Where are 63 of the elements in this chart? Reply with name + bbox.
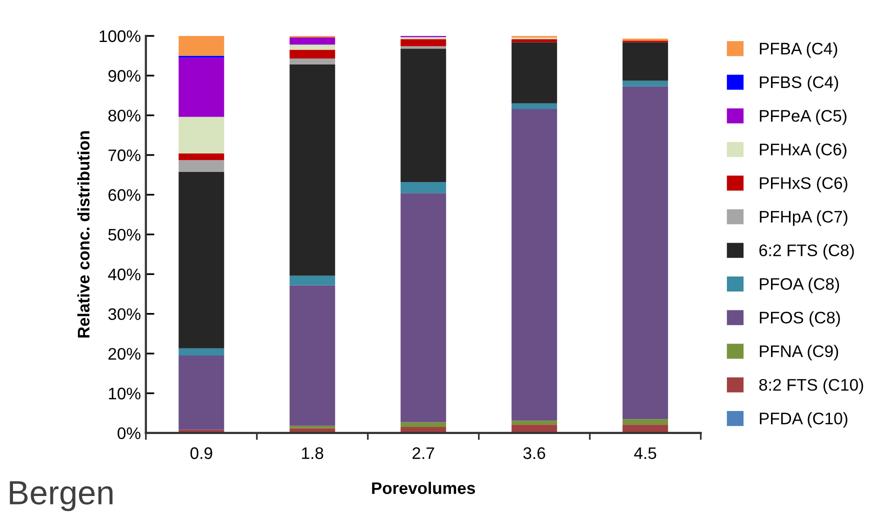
legend-label: PFOS (C8) <box>760 311 840 327</box>
bar <box>290 44 336 50</box>
y-axis-title: Relative conc. distribution <box>77 131 90 338</box>
bar <box>290 276 336 286</box>
y-tick-label: 70% <box>108 149 140 162</box>
bar <box>622 86 668 420</box>
bar <box>400 193 446 422</box>
bar <box>290 50 336 59</box>
text: Bergen <box>10 481 112 512</box>
y-tick-label: 20% <box>108 348 140 360</box>
y-tick-label: 40% <box>108 268 140 280</box>
bar <box>512 420 558 425</box>
legend-label: 8:2 FTS (C10) <box>759 378 864 394</box>
x-tick-label: 2.7 <box>412 447 434 459</box>
bar <box>178 36 224 56</box>
y-tick-label: 90% <box>108 70 140 82</box>
y-tick-label: 50% <box>108 228 140 241</box>
x-tick-label: 1.8 <box>302 447 324 460</box>
bar <box>512 39 558 42</box>
bar <box>512 42 558 104</box>
legend-label: PFBS (C4) <box>760 76 838 92</box>
bar <box>178 116 224 154</box>
bar <box>512 424 558 433</box>
bar <box>290 58 336 64</box>
x-tick-label: 0.9 <box>190 447 212 460</box>
bar <box>290 64 336 276</box>
y-tick-label: 0% <box>118 427 140 440</box>
bar <box>622 424 668 433</box>
y-tick-label: 100% <box>100 30 140 42</box>
bar <box>400 39 446 46</box>
legend-label: PFNA (C9) <box>760 344 838 360</box>
bar <box>178 172 224 348</box>
bar <box>178 58 224 117</box>
legend-label: PFDA (C10) <box>760 412 848 428</box>
legend-label: PFHpA (C7) <box>760 210 848 226</box>
legend-label: PFOA (C8) <box>760 278 840 294</box>
y-tick-label: 10% <box>108 388 140 400</box>
x-axis-title: Porevolumes <box>372 482 475 494</box>
legend-label: PFBA (C4) <box>760 42 838 58</box>
bar <box>290 285 336 426</box>
bar <box>400 48 446 182</box>
bar <box>178 153 224 160</box>
y-tick-label: 60% <box>108 189 140 201</box>
bar <box>290 37 336 45</box>
bar <box>512 103 558 109</box>
bar <box>400 422 446 428</box>
x-tick-label: 3.6 <box>523 447 546 460</box>
legend-label: PFPeA (C5) <box>760 110 846 126</box>
x-tick-label: 4.5 <box>634 447 656 460</box>
bar <box>178 160 224 172</box>
bar <box>622 80 668 86</box>
legend-label: PFHxA (C6) <box>760 143 846 159</box>
bar <box>400 182 446 194</box>
bar <box>178 348 224 356</box>
y-tick-label: 30% <box>108 308 140 320</box>
bar <box>622 42 668 81</box>
bar <box>178 356 224 430</box>
legend-label: PFHxS (C6) <box>760 176 848 192</box>
bar <box>512 108 558 421</box>
bar <box>622 419 668 425</box>
legend-label: 6:2 FTS (C8) <box>759 244 854 260</box>
y-tick-label: 80% <box>108 110 140 122</box>
bar <box>400 46 446 49</box>
